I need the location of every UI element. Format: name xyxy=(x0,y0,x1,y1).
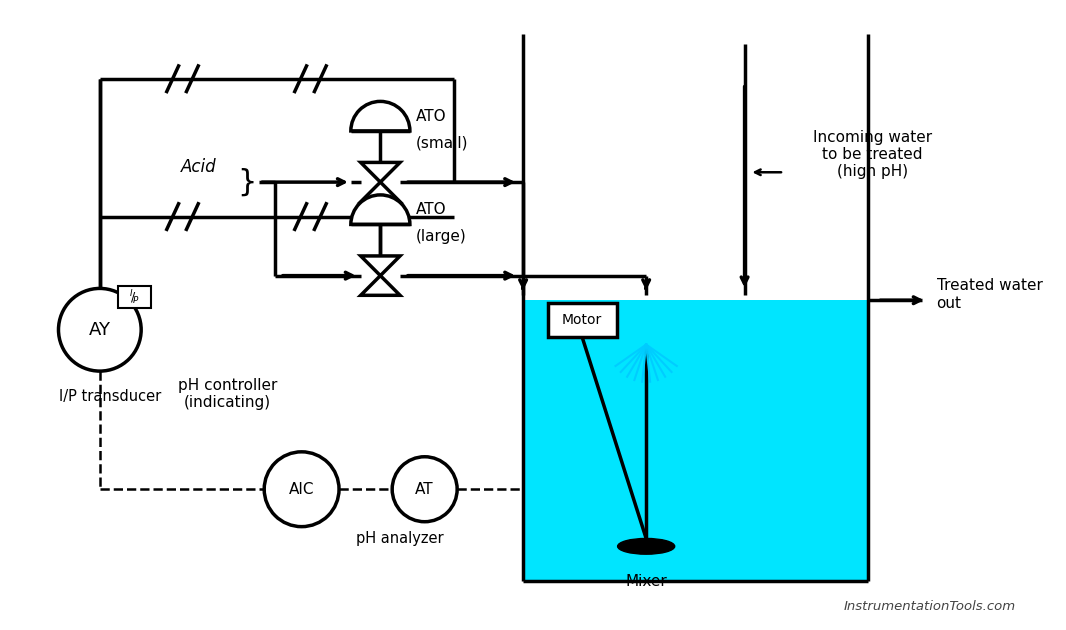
Text: AY: AY xyxy=(88,321,111,339)
Polygon shape xyxy=(360,276,400,295)
Wedge shape xyxy=(351,195,410,224)
Wedge shape xyxy=(351,101,410,131)
Text: (large): (large) xyxy=(416,229,467,244)
Text: Incoming water
to be treated
(high pH): Incoming water to be treated (high pH) xyxy=(813,130,932,180)
Polygon shape xyxy=(523,301,868,581)
Text: pH analyzer: pH analyzer xyxy=(356,531,443,546)
Polygon shape xyxy=(360,256,400,276)
Text: AIC: AIC xyxy=(289,482,314,496)
Text: Mixer: Mixer xyxy=(626,574,667,589)
Text: pH controller
(indicating): pH controller (indicating) xyxy=(178,377,277,410)
FancyBboxPatch shape xyxy=(548,302,616,337)
Text: (small): (small) xyxy=(416,135,468,150)
Polygon shape xyxy=(360,163,400,182)
Ellipse shape xyxy=(617,539,675,554)
Text: Motor: Motor xyxy=(562,313,602,327)
Circle shape xyxy=(59,289,141,371)
Text: ATO: ATO xyxy=(416,202,447,217)
Text: $^I\!/\!_P$: $^I\!/\!_P$ xyxy=(129,288,140,307)
Text: InstrumentationTools.com: InstrumentationTools.com xyxy=(843,600,1015,613)
Text: Treated water
out: Treated water out xyxy=(937,278,1043,311)
Polygon shape xyxy=(360,182,400,202)
Text: ATO: ATO xyxy=(416,108,447,123)
Ellipse shape xyxy=(264,452,339,527)
Text: AT: AT xyxy=(416,482,434,496)
Text: I/P transducer: I/P transducer xyxy=(59,389,161,404)
Ellipse shape xyxy=(392,457,457,522)
FancyBboxPatch shape xyxy=(117,287,151,308)
Text: Acid: Acid xyxy=(180,158,216,176)
Text: $\}$: $\}$ xyxy=(237,166,255,198)
